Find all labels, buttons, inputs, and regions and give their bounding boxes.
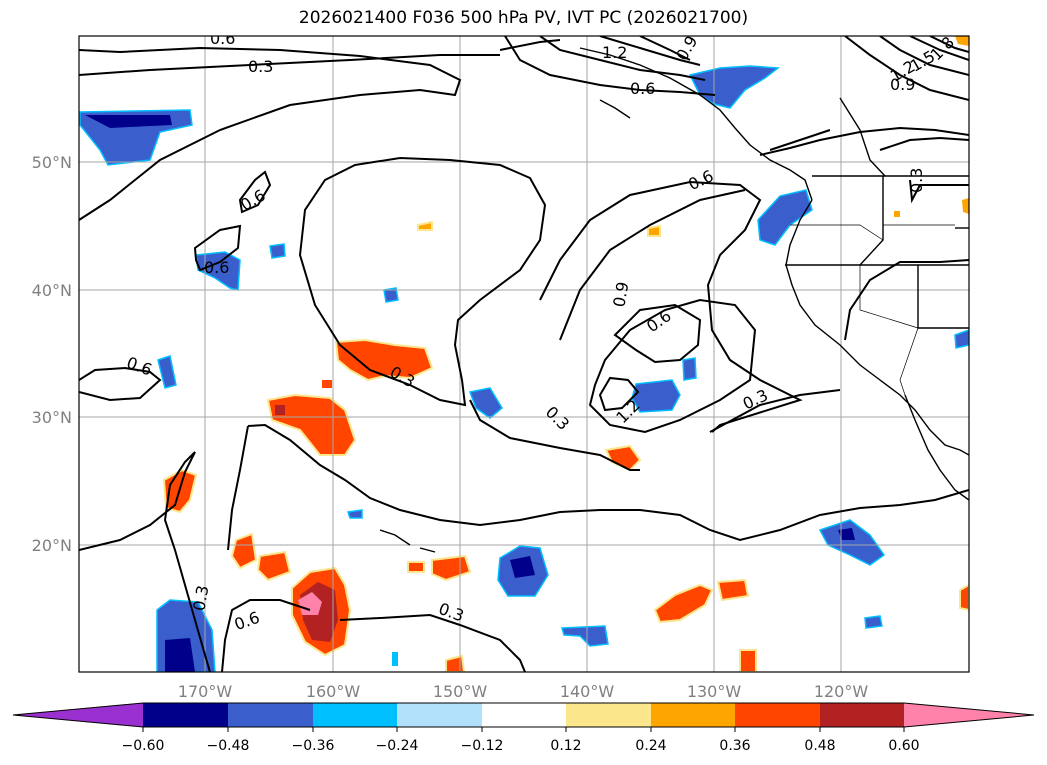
lon-label-160w: 160°W (306, 682, 361, 701)
lat-label-30n: 30°N (32, 408, 72, 427)
colorbar-tick-label: −0.12 (461, 738, 504, 754)
colorbar-segment (820, 703, 904, 727)
colorbar-tick-label: 0.48 (804, 738, 835, 754)
colorbar-tick-label: −0.60 (122, 738, 165, 754)
colorbar-extend-high (904, 703, 1034, 727)
lon-label-140w: 140°W (560, 682, 615, 701)
colorbar-tick-label: 0.24 (635, 738, 666, 754)
colorbar-segment (313, 703, 397, 727)
colorbar-tick-label: −0.48 (207, 738, 250, 754)
colorbar-segment (228, 703, 313, 727)
colorbar-segment (651, 703, 735, 727)
colorbar-extend-low (13, 703, 143, 727)
contour-label: 0.6 (210, 29, 235, 48)
contour-label: 0.3 (248, 57, 273, 76)
lon-label-130w: 130°W (687, 682, 742, 701)
colorbar-segment (397, 703, 482, 727)
gridlines (79, 36, 969, 672)
contour-lines (79, 36, 969, 672)
lon-label-150w: 150°W (433, 682, 488, 701)
contour-label: 0.3 (907, 168, 926, 193)
longitude-labels: 170°W 160°W 150°W 140°W 130°W 120°W (178, 682, 869, 701)
colorbar: −0.60 −0.48 −0.36 −0.24 −0.12 0.12 0.24 … (12, 702, 1035, 754)
colorbar-tick-label: 0.36 (719, 738, 750, 754)
colorbar-ticks (142, 727, 905, 732)
colorbar-tick-label: 0.12 (550, 738, 581, 754)
chart-title: 2026021400 F036 500 hPa PV, IVT PC (2026… (298, 8, 749, 28)
negative-anomaly-shading (79, 65, 969, 672)
contour-label: 1.2 (602, 43, 627, 62)
colorbar-tick-label: −0.24 (376, 738, 419, 754)
lat-label-50n: 50°N (32, 153, 72, 172)
colorbar-tick-label: −0.36 (292, 738, 335, 754)
lon-label-170w: 170°W (178, 682, 233, 701)
contour-label: 0.6 (630, 79, 655, 98)
contour-label: 0.6 (204, 258, 229, 277)
state-borders (790, 224, 955, 396)
contour-label: 0.9 (890, 75, 915, 94)
latitude-labels: 50°N 40°N 30°N 20°N (32, 153, 72, 555)
map-frame (78, 35, 970, 673)
colorbar-segment (735, 703, 820, 727)
colorbar-tick-label: 0.60 (888, 738, 919, 754)
map-panel: 0.6 0.3 1.2 0.9 0.6 0.9 1.5 1.2 0.3 1.8 … (79, 29, 969, 672)
contour-label: 0.3 (189, 584, 212, 612)
lat-label-20n: 20°N (32, 536, 72, 555)
colorbar-segment (143, 703, 228, 727)
contour-label: 0.9 (609, 280, 632, 308)
colorbar-segment (566, 703, 651, 727)
colorbar-segment (482, 703, 566, 727)
lat-label-40n: 40°N (32, 281, 72, 300)
lon-label-120w: 120°W (814, 682, 869, 701)
